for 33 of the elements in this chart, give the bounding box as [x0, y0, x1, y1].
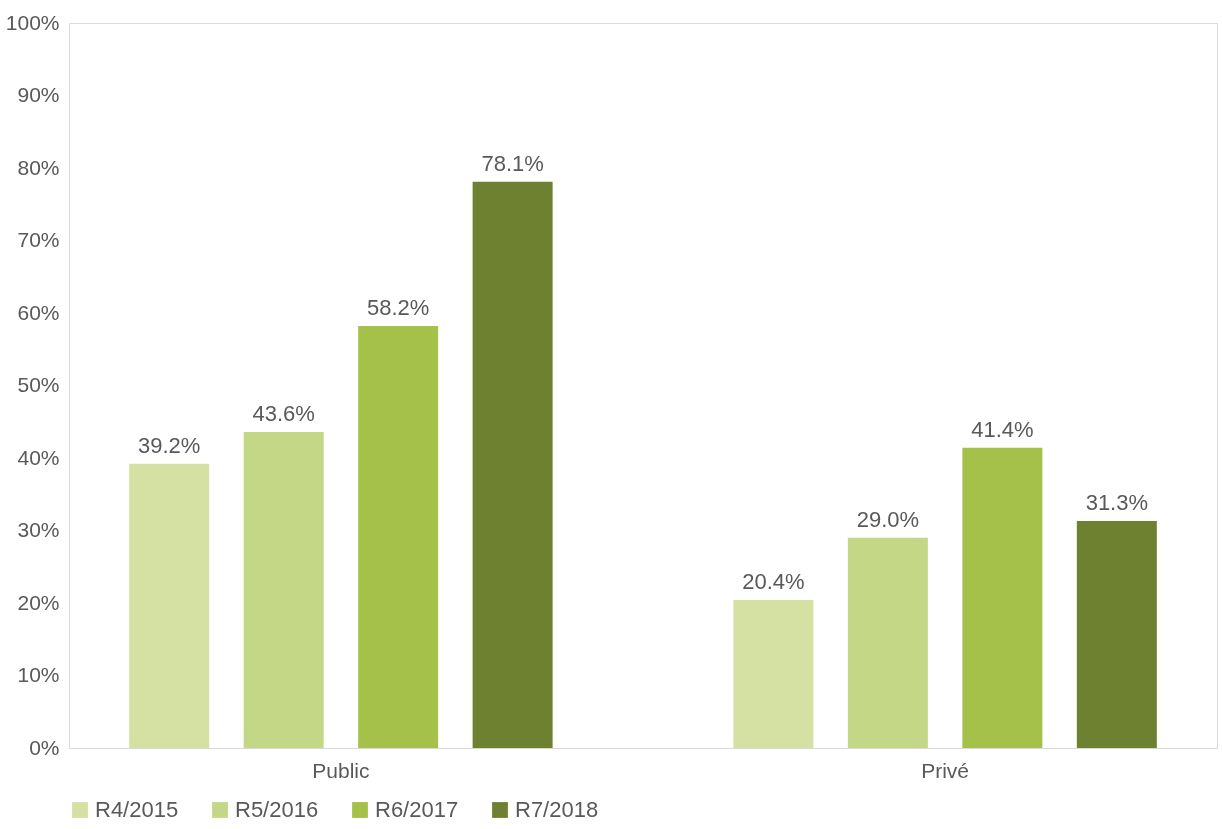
data-label: 31.3%	[1085, 490, 1149, 516]
legend-label: R7/2018	[515, 797, 599, 822]
y-tick-label: 50%	[17, 373, 60, 396]
bar	[129, 463, 210, 748]
y-tick-label: 60%	[17, 300, 60, 324]
data-label: 20.4%	[742, 569, 805, 595]
bar	[472, 181, 553, 748]
data-label: 29.0%	[856, 506, 920, 532]
bar	[962, 447, 1043, 748]
y-tick-label: 90%	[17, 83, 60, 106]
y-tick-label: 10%	[17, 663, 60, 686]
y-tick-label: 0%	[29, 735, 60, 759]
y-tick-label: 30%	[17, 518, 60, 541]
data-label: 78.1%	[481, 150, 544, 176]
y-tick-label: 40%	[17, 445, 60, 469]
data-label: 39.2%	[137, 432, 201, 458]
y-tick-label: 100%	[5, 10, 60, 34]
legend-label: R4/2015	[95, 797, 179, 822]
x-tick-label: Privé	[921, 758, 970, 782]
bar	[847, 537, 928, 748]
bar	[243, 431, 324, 748]
data-label: 43.6%	[252, 400, 315, 426]
y-tick-label: 70%	[17, 228, 60, 251]
legend-label: R6/2017	[375, 797, 459, 822]
y-tick-label: 20%	[17, 590, 60, 614]
y-tick-label: 80%	[17, 155, 60, 179]
bar	[733, 600, 814, 748]
bar	[358, 326, 439, 748]
x-tick-label: Public	[312, 758, 370, 782]
data-label: 41.4%	[971, 416, 1034, 442]
legend-label: R5/2016	[235, 797, 319, 822]
bar	[1076, 521, 1157, 748]
data-label: 58.2%	[366, 295, 430, 321]
